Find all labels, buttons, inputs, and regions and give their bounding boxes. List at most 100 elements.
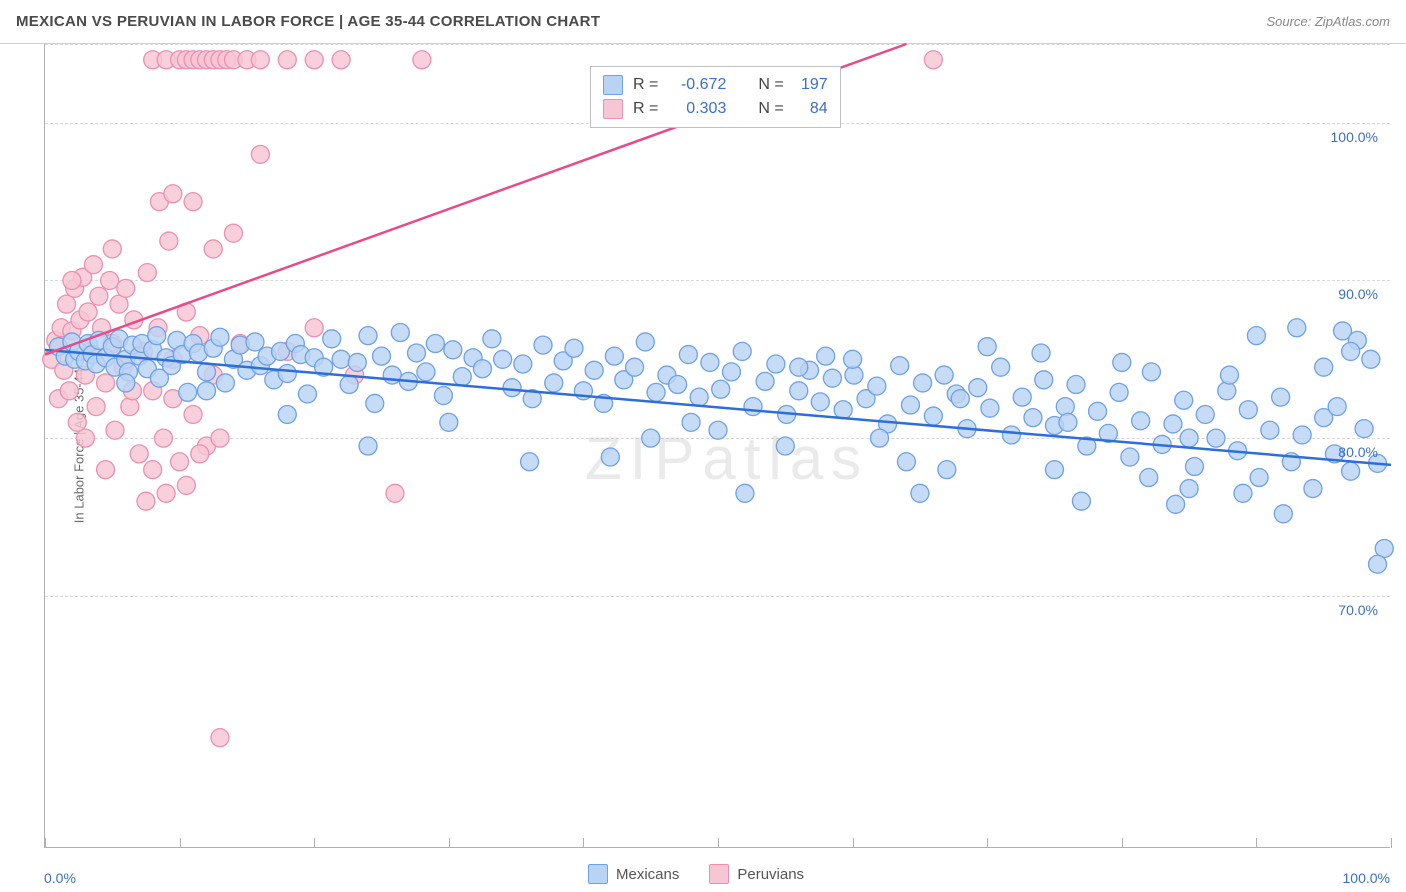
data-point bbox=[690, 388, 708, 406]
legend-stat-row: R =-0.672N =197 bbox=[603, 73, 828, 97]
x-tick-mark bbox=[1391, 838, 1392, 848]
data-point bbox=[545, 374, 563, 392]
plot-area: ZIPatlas R =-0.672N =197R =0.303N =84 70… bbox=[44, 44, 1390, 848]
data-point bbox=[137, 492, 155, 510]
data-point bbox=[924, 407, 942, 425]
data-point bbox=[790, 382, 808, 400]
stat-n-label: N = bbox=[758, 76, 783, 94]
data-point bbox=[171, 453, 189, 471]
data-point bbox=[148, 327, 166, 345]
data-point bbox=[198, 363, 216, 381]
x-tick-mark bbox=[583, 838, 584, 848]
data-point bbox=[130, 445, 148, 463]
data-point bbox=[305, 51, 323, 69]
data-point bbox=[521, 453, 539, 471]
chart-source: Source: ZipAtlas.com bbox=[1266, 14, 1390, 29]
data-point bbox=[736, 484, 754, 502]
stat-r-label: R = bbox=[633, 76, 658, 94]
data-point bbox=[722, 363, 740, 381]
data-point bbox=[709, 421, 727, 439]
data-point bbox=[157, 484, 175, 502]
data-point bbox=[1247, 327, 1265, 345]
x-axis-min-label: 0.0% bbox=[44, 870, 76, 886]
data-point bbox=[679, 346, 697, 364]
data-point bbox=[204, 240, 222, 258]
data-point bbox=[184, 193, 202, 211]
data-point bbox=[198, 382, 216, 400]
data-point bbox=[348, 353, 366, 371]
data-point bbox=[359, 327, 377, 345]
data-point bbox=[453, 368, 471, 386]
data-point bbox=[179, 383, 197, 401]
data-point bbox=[1035, 371, 1053, 389]
data-point bbox=[1002, 426, 1020, 444]
data-point bbox=[834, 401, 852, 419]
data-point bbox=[164, 185, 182, 203]
data-point bbox=[811, 393, 829, 411]
x-axis-max-label: 100.0% bbox=[1343, 870, 1390, 886]
data-point bbox=[117, 374, 135, 392]
data-point bbox=[211, 429, 229, 447]
data-point bbox=[1362, 350, 1380, 368]
data-point bbox=[605, 347, 623, 365]
data-point bbox=[177, 476, 195, 494]
data-point bbox=[298, 385, 316, 403]
data-point bbox=[868, 377, 886, 395]
data-point bbox=[1185, 457, 1203, 475]
data-point bbox=[1013, 388, 1031, 406]
data-point bbox=[1274, 505, 1292, 523]
data-point bbox=[1180, 480, 1198, 498]
data-point bbox=[503, 379, 521, 397]
data-point bbox=[817, 347, 835, 365]
legend-series-item: Peruvians bbox=[709, 864, 804, 884]
data-point bbox=[79, 303, 97, 321]
data-point bbox=[1304, 480, 1322, 498]
data-point bbox=[373, 347, 391, 365]
data-point bbox=[514, 355, 532, 373]
data-point bbox=[733, 342, 751, 360]
data-point bbox=[891, 357, 909, 375]
legend-swatch bbox=[709, 864, 729, 884]
x-tick-mark bbox=[314, 838, 315, 848]
data-point bbox=[935, 366, 953, 384]
data-point bbox=[340, 376, 358, 394]
data-point bbox=[366, 394, 384, 412]
data-point bbox=[647, 383, 665, 401]
data-point bbox=[1142, 363, 1160, 381]
data-point bbox=[278, 51, 296, 69]
data-point bbox=[63, 271, 81, 289]
data-point bbox=[642, 429, 660, 447]
data-point bbox=[1024, 409, 1042, 427]
legend-swatch bbox=[603, 99, 623, 119]
data-point bbox=[1369, 555, 1387, 573]
data-point bbox=[981, 399, 999, 417]
data-point bbox=[1196, 405, 1214, 423]
data-point bbox=[978, 338, 996, 356]
data-point bbox=[1342, 462, 1360, 480]
data-point bbox=[251, 145, 269, 163]
chart-svg bbox=[45, 44, 1390, 847]
data-point bbox=[323, 330, 341, 348]
y-tick-label: 70.0% bbox=[1338, 602, 1378, 618]
data-point bbox=[97, 374, 115, 392]
data-point bbox=[103, 240, 121, 258]
x-tick-mark bbox=[180, 838, 181, 848]
data-point bbox=[101, 271, 119, 289]
data-point bbox=[1059, 413, 1077, 431]
data-point bbox=[1207, 429, 1225, 447]
data-point bbox=[682, 413, 700, 431]
data-point bbox=[1261, 421, 1279, 439]
data-point bbox=[483, 330, 501, 348]
data-point bbox=[844, 350, 862, 368]
data-point bbox=[154, 429, 172, 447]
chart-header: MEXICAN VS PERUVIAN IN LABOR FORCE | AGE… bbox=[0, 0, 1406, 44]
data-point bbox=[1072, 492, 1090, 510]
data-point bbox=[473, 360, 491, 378]
data-point bbox=[767, 355, 785, 373]
data-point bbox=[426, 335, 444, 353]
data-point bbox=[626, 358, 644, 376]
data-point bbox=[823, 369, 841, 387]
data-point bbox=[1250, 469, 1268, 487]
data-point bbox=[106, 421, 124, 439]
x-tick-mark bbox=[1256, 838, 1257, 848]
